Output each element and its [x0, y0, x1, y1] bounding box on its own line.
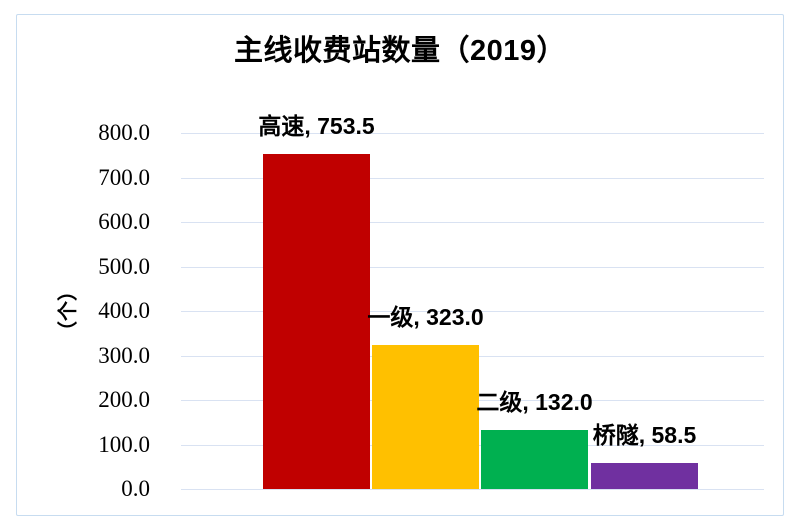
y-tick-label: 400.0 [98, 298, 150, 323]
chart-frame: 主线收费站数量（2019） （个） 800.0 700.0 600.0 500.0 40… [16, 14, 784, 516]
data-label-4: 桥隧, 58.5 [592, 422, 697, 448]
plot-area: 高速, 753.5 一级, 323.0 二级, 132.0 桥隧, 58.5 [181, 113, 764, 490]
y-tick-label: 200.0 [98, 387, 150, 412]
y-tick-label: 100.0 [98, 432, 150, 457]
data-label-3: 二级, 132.0 [476, 389, 593, 415]
bar-3 [481, 430, 588, 489]
y-tick-label: 0.0 [121, 476, 150, 501]
y-tick-label: 600.0 [98, 209, 150, 234]
bar-2 [372, 345, 479, 489]
bar-4 [591, 463, 698, 489]
y-tick-label: 500.0 [98, 254, 150, 279]
gridline [181, 222, 764, 223]
gridline [181, 489, 764, 490]
gridline [181, 267, 764, 268]
gridline [181, 311, 764, 312]
data-label-1: 高速, 753.5 [258, 113, 375, 139]
data-label-2: 一级, 323.0 [367, 304, 484, 330]
y-tick-label: 700.0 [98, 165, 150, 190]
y-tick-label: 300.0 [98, 343, 150, 368]
y-tick-label: 800.0 [98, 120, 150, 145]
gridline [181, 133, 764, 134]
bar-1 [263, 154, 370, 489]
gridline [181, 178, 764, 179]
chart-title: 主线收费站数量（2019） [233, 35, 566, 67]
y-axis-tick-labels: 800.0 700.0 600.0 500.0 400.0 300.0 200.0 100.0… [17, 15, 783, 515]
